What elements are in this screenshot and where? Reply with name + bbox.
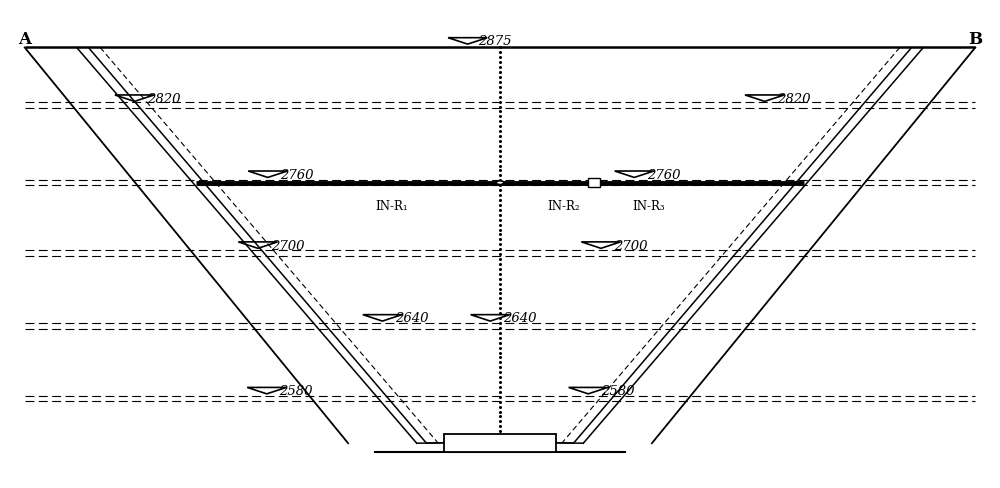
Text: 2580: 2580 (280, 385, 313, 397)
Text: 2700: 2700 (614, 239, 647, 252)
Text: 2580: 2580 (601, 385, 634, 397)
Text: 2875: 2875 (478, 35, 512, 48)
Text: 2820: 2820 (147, 93, 181, 105)
Text: 2820: 2820 (777, 93, 811, 105)
Text: 2640: 2640 (395, 312, 429, 325)
Text: 2760: 2760 (647, 168, 680, 182)
Text: 2760: 2760 (280, 168, 314, 182)
Text: IN-R₃: IN-R₃ (632, 200, 665, 213)
Text: 2700: 2700 (271, 239, 304, 252)
Bar (588, 179, 600, 188)
Text: 2640: 2640 (503, 312, 536, 325)
Bar (444, 434, 556, 452)
Text: A: A (18, 31, 31, 47)
Circle shape (496, 182, 504, 185)
Text: IN-R₂: IN-R₂ (547, 200, 580, 213)
Text: B: B (968, 31, 982, 47)
Text: IN-R₁: IN-R₁ (376, 200, 408, 213)
